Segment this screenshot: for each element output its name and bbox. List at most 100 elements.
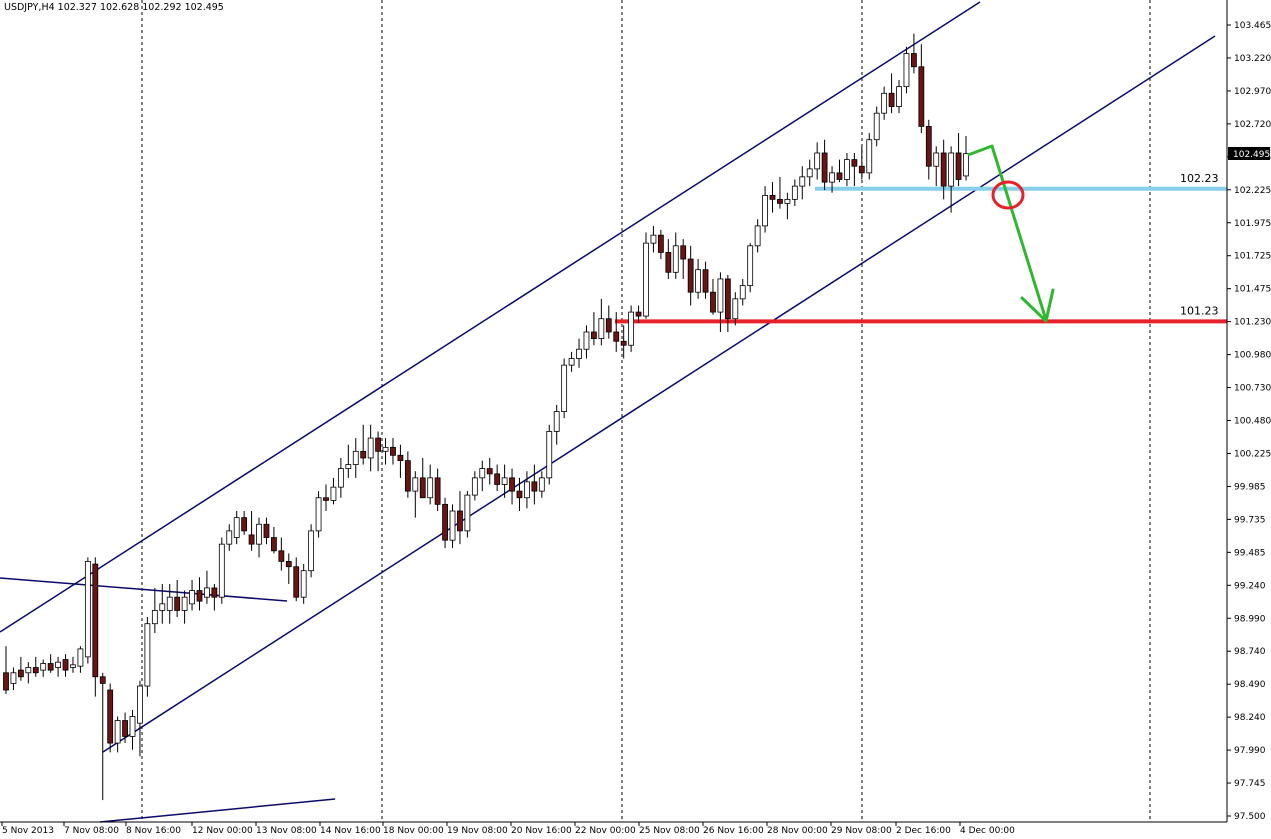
candle-body (479, 468, 486, 479)
candle (375, 431, 381, 472)
candle (397, 444, 404, 478)
candle (591, 312, 597, 346)
candle-body (881, 92, 888, 114)
x-tick-label: 13 Nov 08:00 (256, 826, 317, 836)
candle-body (724, 278, 731, 320)
y-tick-label: 103.465 (1234, 21, 1271, 31)
y-tick-label: 99.240 (1234, 581, 1266, 591)
candle-body (911, 53, 917, 68)
candle-body (107, 689, 114, 744)
candle-body (613, 331, 620, 342)
candle-body (821, 152, 828, 183)
candle (687, 245, 694, 306)
candle-body (918, 66, 925, 127)
candle (546, 424, 553, 485)
trendlines (0, 1, 1216, 823)
candle (605, 305, 612, 339)
candle (84, 557, 91, 664)
candle (583, 325, 590, 359)
candle-body (516, 490, 523, 499)
candle-body (598, 318, 605, 340)
candles (3, 33, 969, 801)
candle (963, 135, 969, 181)
candle (866, 133, 873, 180)
candle-body (360, 450, 367, 459)
candle-body (762, 194, 768, 227)
y-tick-label: 100.980 (1234, 351, 1271, 361)
candle-body (620, 340, 627, 346)
candle (442, 497, 448, 549)
candle-body (896, 86, 902, 107)
time-axis: 5 Nov 2013 7 Nov 08:00 8 Nov 16:00 12 Nov 0… (1, 822, 1015, 836)
candle (762, 186, 768, 233)
candle (308, 524, 315, 578)
candle-body (546, 431, 553, 479)
candle (337, 457, 344, 498)
candle (576, 338, 582, 368)
candle (635, 305, 642, 323)
candle (159, 583, 166, 624)
candle (501, 464, 508, 498)
candle-body (17, 669, 24, 678)
candle-body (419, 477, 426, 499)
candle (561, 358, 568, 419)
candle-body (204, 587, 210, 598)
candle (315, 491, 322, 538)
candle-body (92, 563, 99, 678)
breakout-circle (991, 180, 1025, 210)
candle (665, 239, 672, 279)
x-tick-label: 26 Nov 16:00 (703, 826, 764, 836)
candle (524, 471, 530, 509)
candle-body (337, 468, 344, 488)
candle-body (47, 663, 54, 671)
candle (278, 537, 285, 571)
candle-body (866, 139, 873, 174)
y-tick-label: 97.990 (1234, 746, 1266, 756)
candle (873, 106, 880, 147)
annotations (967, 144, 1055, 323)
candle-body (695, 269, 701, 293)
candle (40, 659, 47, 677)
candle (77, 646, 84, 673)
candle (3, 646, 9, 695)
candle-body (464, 494, 471, 532)
candle (516, 477, 523, 512)
candle (933, 146, 940, 187)
candle-body (397, 454, 404, 462)
y-tick-label: 102.970 (1234, 87, 1271, 97)
candle-body (271, 537, 277, 552)
price-axis: 103.465103.220102.970102.720102.475102.2… (1227, 21, 1271, 822)
candle (806, 159, 813, 187)
projection-arrowhead (1020, 288, 1055, 323)
candle (948, 146, 955, 213)
candle-body (442, 503, 448, 541)
candle (211, 583, 218, 611)
candle (754, 219, 761, 253)
candle (791, 179, 798, 207)
level-101-23-label: 101.23 (1180, 304, 1219, 317)
current-price-box (1228, 147, 1270, 160)
candle (323, 484, 329, 512)
candle-body (702, 269, 709, 293)
y-tick-label: 99.735 (1234, 515, 1266, 525)
candle (241, 511, 248, 535)
x-tick-label: 19 Nov 08:00 (447, 826, 508, 836)
candle-body (166, 596, 173, 611)
candle-body (211, 587, 218, 598)
candle (271, 526, 277, 554)
trendline (0, 577, 288, 602)
candle-body (144, 623, 151, 687)
candle (881, 86, 888, 120)
candle (509, 468, 515, 505)
candle (821, 139, 828, 191)
vertical-grid (141, 0, 1151, 822)
candle (955, 133, 962, 187)
candle-body (159, 603, 166, 611)
x-tick-label: 2 Dec 16:00 (896, 826, 951, 836)
candle (695, 259, 701, 299)
candle-body (628, 311, 635, 346)
candle (702, 261, 709, 299)
candle-body (323, 497, 329, 501)
candle (643, 232, 649, 319)
